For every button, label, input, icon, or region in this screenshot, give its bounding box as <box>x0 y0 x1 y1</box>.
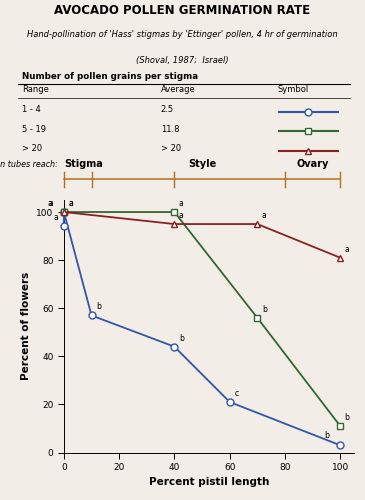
Text: a: a <box>345 244 350 254</box>
Text: > 20: > 20 <box>161 144 181 153</box>
Text: b: b <box>96 302 101 312</box>
Text: Style: Style <box>188 159 216 169</box>
Text: 1 - 4: 1 - 4 <box>22 105 41 114</box>
Text: Symbol: Symbol <box>277 86 309 94</box>
Text: b: b <box>345 413 350 422</box>
Text: Range: Range <box>22 86 49 94</box>
Text: AVOCADO POLLEN GERMINATION RATE: AVOCADO POLLEN GERMINATION RATE <box>54 4 311 18</box>
Text: 2.5: 2.5 <box>161 105 174 114</box>
Text: Pollen tubes reach:: Pollen tubes reach: <box>0 160 58 169</box>
Text: a: a <box>69 199 73 208</box>
Text: b: b <box>179 334 184 342</box>
Text: a: a <box>69 199 73 208</box>
Text: a: a <box>53 214 58 222</box>
Text: a: a <box>262 211 267 220</box>
X-axis label: Percent pistil length: Percent pistil length <box>149 478 269 488</box>
Text: 11.8: 11.8 <box>161 124 179 134</box>
Text: Average: Average <box>161 86 195 94</box>
Text: > 20: > 20 <box>22 144 42 153</box>
Text: b: b <box>262 304 267 314</box>
Text: Hand-pollination of 'Hass' stigmas by 'Ettinger' pollen, 4 hr of germination: Hand-pollination of 'Hass' stigmas by 'E… <box>27 30 338 39</box>
Text: (Shoval, 1987;  Israel): (Shoval, 1987; Israel) <box>136 56 229 64</box>
Text: a: a <box>179 211 184 220</box>
Y-axis label: Percent of flowers: Percent of flowers <box>21 272 31 380</box>
Text: Stigma: Stigma <box>64 159 103 169</box>
Text: a: a <box>47 199 52 208</box>
Text: c: c <box>235 389 239 398</box>
Text: 5 - 19: 5 - 19 <box>22 124 46 134</box>
Text: a: a <box>179 199 184 208</box>
Text: a: a <box>49 199 54 208</box>
Text: Number of pollen grains per stigma: Number of pollen grains per stigma <box>22 72 198 81</box>
Text: Ovary: Ovary <box>296 159 329 169</box>
Text: b: b <box>324 430 329 440</box>
